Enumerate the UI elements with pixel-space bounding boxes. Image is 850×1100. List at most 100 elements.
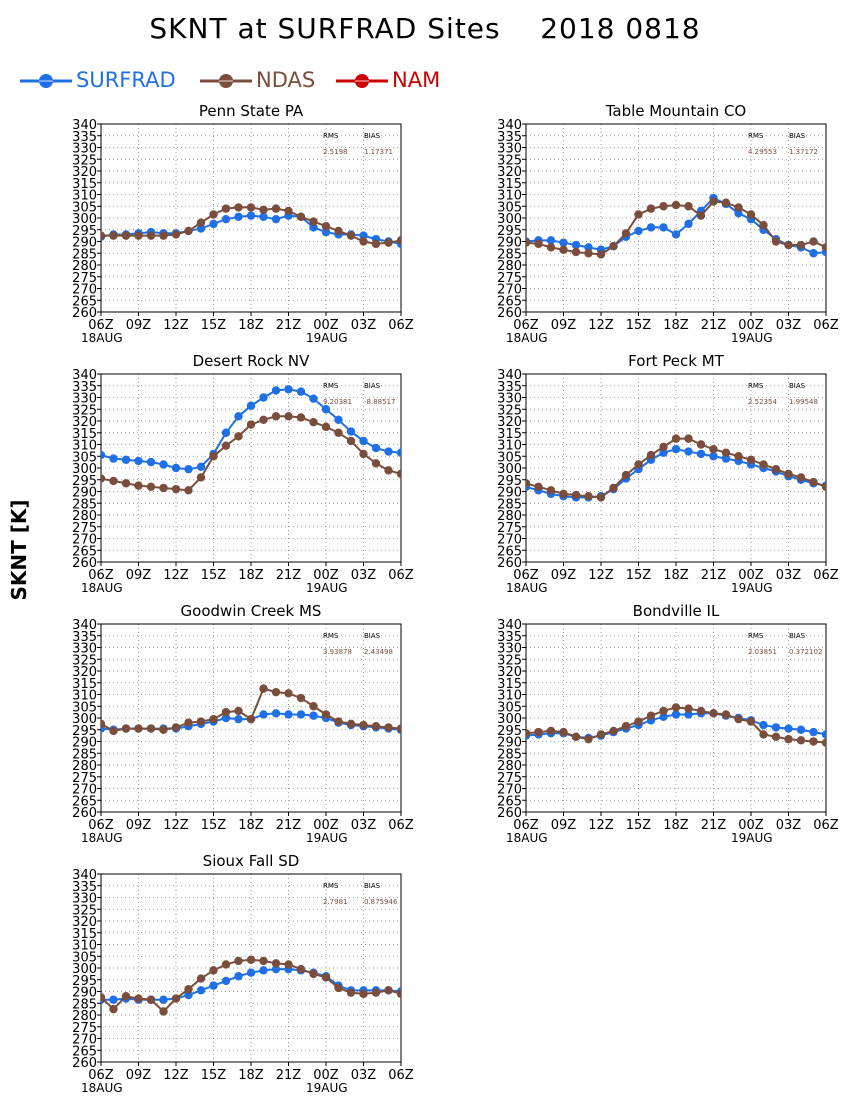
x-tick-label: 15Z — [626, 568, 652, 583]
y-tick-label: 290 — [72, 236, 97, 251]
data-point-surfrad — [246, 401, 256, 410]
x-tick-label: 00Z — [313, 318, 339, 333]
data-point-ndas — [121, 479, 131, 488]
rms-value: 2.7981 — [323, 898, 348, 906]
x-date-label: 19AUG — [731, 331, 773, 345]
y-tick-label: 300 — [72, 962, 97, 977]
data-point-ndas — [184, 486, 193, 495]
data-point-surfrad — [221, 214, 231, 224]
data-point-ndas — [584, 734, 593, 744]
y-tick-label: 270 — [497, 283, 522, 298]
data-point-ndas — [246, 955, 256, 964]
data-point-ndas — [101, 231, 106, 240]
x-tick-label: 06Z — [88, 818, 114, 833]
data-point-ndas — [721, 448, 731, 457]
data-point-ndas — [546, 486, 556, 495]
data-point-ndas — [371, 239, 381, 249]
data-point-surfrad — [259, 710, 268, 719]
x-tick-label: 18Z — [238, 568, 264, 583]
x-tick-label: 21Z — [276, 568, 302, 583]
x-tick-label: 06Z — [388, 1068, 414, 1083]
data-point-surfrad — [121, 455, 131, 464]
x-tick-label: 03Z — [776, 568, 802, 583]
data-point-ndas — [334, 226, 343, 236]
data-point-surfrad — [196, 224, 206, 233]
data-point-surfrad — [321, 405, 331, 414]
data-point-ndas — [309, 969, 318, 979]
panel-1: Penn State PA 260265270275280285290295300… — [72, 102, 414, 345]
y-tick-label: 340 — [497, 368, 522, 383]
data-point-ndas — [109, 231, 118, 240]
x-date-label: 18AUG — [81, 331, 123, 345]
data-point-surfrad — [146, 457, 156, 467]
y-tick-label: 305 — [497, 200, 522, 215]
data-point-ndas — [196, 473, 206, 482]
data-point-ndas — [796, 240, 806, 250]
data-point-ndas — [671, 434, 681, 443]
bias-header: BIAS — [364, 382, 381, 390]
data-point-ndas — [284, 689, 293, 698]
data-point-ndas — [796, 736, 806, 745]
x-tick-label: 18Z — [238, 1068, 264, 1083]
data-point-surfrad — [559, 238, 568, 247]
x-tick-label: 09Z — [551, 318, 577, 333]
y-tick-label: 285 — [497, 747, 522, 762]
rms-value: 2.5198 — [323, 148, 348, 156]
legend-label-nam: NAM — [392, 68, 441, 92]
data-point-ndas — [259, 956, 268, 966]
y-tick-label: 295 — [497, 224, 522, 239]
data-point-surfrad — [234, 714, 243, 724]
panel-4: Fort Peck MT2602652702752802852902953003… — [497, 352, 839, 595]
y-tick-label: 310 — [497, 439, 522, 454]
y-tick-label: 320 — [72, 915, 97, 930]
data-point-surfrad — [384, 447, 393, 456]
y-tick-label: 270 — [72, 533, 97, 548]
data-point-surfrad — [796, 725, 806, 734]
data-point-ndas — [196, 218, 206, 227]
y-tick-label: 260 — [497, 556, 522, 571]
data-point-ndas — [346, 231, 356, 240]
y-tick-label: 300 — [497, 712, 522, 727]
data-point-surfrad — [221, 976, 231, 986]
x-tick-label: 03Z — [351, 318, 377, 333]
x-tick-label: 15Z — [201, 1068, 227, 1083]
x-tick-label: 00Z — [313, 568, 339, 583]
data-point-ndas — [271, 687, 281, 697]
data-point-ndas — [234, 203, 243, 212]
y-tick-label: 285 — [497, 247, 522, 262]
x-tick-label: 00Z — [313, 818, 339, 833]
x-date-label: 19AUG — [731, 831, 773, 845]
data-point-surfrad — [259, 212, 268, 222]
data-point-surfrad — [571, 240, 581, 250]
data-point-ndas — [109, 476, 118, 486]
y-tick-label: 330 — [497, 142, 522, 157]
panel-5: Goodwin Creek MS 260265270275280285290295… — [72, 602, 414, 845]
x-tick-label: 21Z — [701, 318, 727, 333]
panel-title: Bondville IL — [633, 602, 720, 620]
x-tick-label: 09Z — [551, 568, 577, 583]
x-tick-label: 15Z — [626, 318, 652, 333]
y-tick-label: 260 — [72, 556, 97, 571]
data-point-ndas — [296, 212, 306, 222]
y-tick-label: 295 — [72, 974, 97, 989]
x-date-label: 18AUG — [506, 331, 548, 345]
y-tick-label: 315 — [497, 427, 522, 442]
data-point-surfrad — [396, 448, 401, 457]
data-point-surfrad — [101, 450, 106, 460]
y-tick-label: 320 — [497, 415, 522, 430]
x-tick-label: 00Z — [313, 1068, 339, 1083]
data-point-surfrad — [821, 730, 826, 739]
x-tick-label: 12Z — [588, 568, 614, 583]
data-point-ndas — [184, 718, 193, 727]
data-point-ndas — [609, 483, 618, 493]
x-tick-label: 06Z — [388, 318, 414, 333]
y-tick-label: 285 — [497, 497, 522, 512]
rms-header: RMS — [748, 632, 764, 640]
bias-value: 0.372102 — [789, 648, 822, 656]
data-point-ndas — [609, 726, 618, 736]
data-point-ndas — [321, 222, 331, 231]
y-tick-label: 275 — [72, 771, 97, 786]
rms-header: RMS — [323, 632, 339, 640]
data-point-ndas — [759, 220, 768, 230]
x-tick-label: 03Z — [776, 818, 802, 833]
